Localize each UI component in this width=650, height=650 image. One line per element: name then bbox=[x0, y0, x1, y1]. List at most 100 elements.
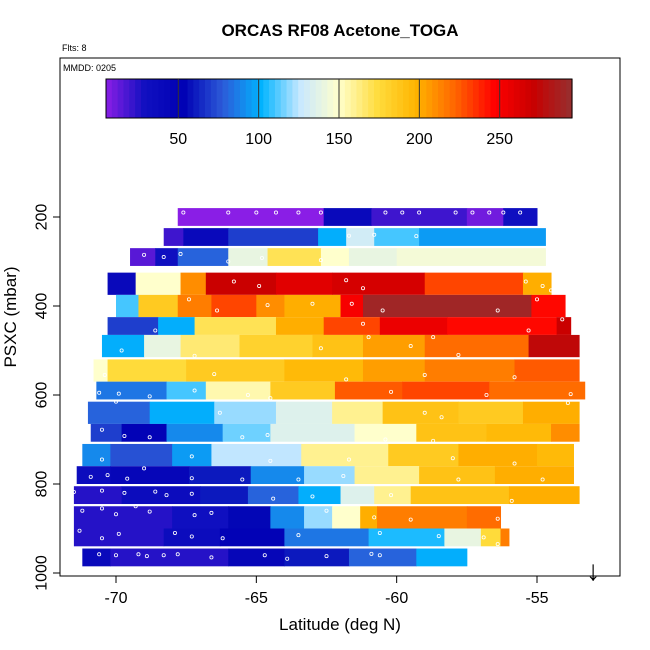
heatmap-cell bbox=[528, 334, 580, 358]
colorbar-swatch bbox=[525, 79, 532, 118]
heatmap-cell bbox=[180, 272, 207, 295]
heatmap-cell bbox=[340, 486, 375, 505]
chart-title: ORCAS RF08 Acetone_TOGA bbox=[221, 21, 458, 40]
sample-point bbox=[99, 457, 104, 462]
heatmap-cell bbox=[323, 317, 381, 335]
sample-point bbox=[116, 391, 121, 396]
sample-point bbox=[220, 536, 225, 541]
sample-point bbox=[346, 457, 351, 462]
colorbar-swatch bbox=[438, 79, 445, 118]
heatmap-cell bbox=[121, 486, 201, 505]
colorbar-swatch bbox=[484, 79, 492, 118]
y-axis: 200 400 600 800 1000 bbox=[34, 204, 60, 591]
sample-point bbox=[495, 516, 500, 521]
date-note: MMDD: 0205 bbox=[63, 63, 116, 73]
heatmap-cell bbox=[275, 317, 325, 335]
colorbar-swatch bbox=[274, 79, 282, 118]
sample-point bbox=[99, 536, 104, 541]
colorbar-swatch bbox=[414, 79, 422, 118]
y-axis-label: PSXC (mbar) bbox=[1, 266, 20, 367]
heatmap-cell bbox=[466, 208, 504, 226]
heatmap-cell bbox=[228, 248, 269, 266]
colorbar-swatch bbox=[135, 79, 142, 118]
heatmap-cell bbox=[186, 359, 285, 382]
heatmap-cell bbox=[228, 506, 271, 529]
sample-point bbox=[296, 477, 301, 482]
sample-point bbox=[265, 433, 270, 438]
sample-point bbox=[259, 255, 264, 260]
sample-point bbox=[209, 555, 214, 560]
sample-point bbox=[99, 427, 104, 432]
colorbar-swatch bbox=[385, 79, 393, 118]
sample-point bbox=[470, 210, 475, 215]
colorbar-swatch bbox=[239, 79, 247, 118]
heatmap-cell bbox=[318, 228, 347, 246]
heatmap-cell bbox=[183, 228, 229, 246]
sample-point bbox=[215, 308, 220, 313]
sample-point bbox=[481, 535, 486, 540]
colorbar-swatch bbox=[210, 79, 218, 118]
sample-point bbox=[523, 279, 528, 284]
colorbar-swatch bbox=[490, 79, 497, 118]
heatmap-cell bbox=[368, 528, 445, 547]
heatmap-cell bbox=[205, 381, 271, 400]
colorbar-swatch bbox=[397, 79, 404, 118]
colorbar-swatch bbox=[507, 79, 515, 118]
heatmap-cell bbox=[270, 506, 305, 529]
colorbar-swatch bbox=[193, 79, 200, 118]
colorbar-swatch bbox=[298, 79, 305, 118]
sample-point bbox=[518, 210, 523, 215]
sample-point bbox=[97, 552, 102, 557]
colorbar-swatch bbox=[472, 79, 480, 118]
sample-point bbox=[456, 352, 461, 357]
colorbar-swatch bbox=[321, 79, 328, 118]
colorbar-swatch bbox=[292, 79, 299, 118]
heatmap-cell bbox=[320, 248, 350, 266]
heatmap-cell bbox=[466, 506, 502, 529]
sample-point bbox=[512, 461, 517, 466]
x-axis-label: Latitude (deg N) bbox=[279, 615, 401, 634]
sample-point bbox=[349, 301, 354, 306]
x-tick-label: -70 bbox=[104, 590, 127, 607]
sample-point bbox=[296, 210, 301, 215]
sample-point bbox=[254, 210, 259, 215]
heatmap-cell bbox=[360, 506, 378, 529]
sample-point bbox=[186, 297, 191, 302]
colorbar-swatch bbox=[111, 79, 119, 118]
sample-point bbox=[189, 491, 194, 496]
heatmap-cell bbox=[410, 486, 510, 505]
sample-point bbox=[142, 252, 147, 257]
colorbar-swatch bbox=[379, 79, 387, 118]
heatmap-cell bbox=[275, 272, 333, 295]
heatmap-cell bbox=[416, 423, 487, 442]
colorbar-swatch bbox=[245, 79, 253, 118]
colorbar-swatch bbox=[350, 79, 358, 118]
x-axis: -70 -65 -60 -55 bbox=[104, 576, 549, 607]
sample-point bbox=[105, 473, 110, 478]
sample-point bbox=[102, 372, 107, 377]
sample-point bbox=[122, 490, 127, 495]
colorbar-swatch bbox=[333, 79, 340, 118]
sample-point bbox=[114, 399, 119, 404]
sample-point bbox=[231, 279, 236, 284]
sample-point bbox=[147, 509, 152, 514]
sample-point bbox=[240, 435, 245, 440]
y-tick-label: 400 bbox=[34, 293, 51, 320]
sample-point bbox=[164, 493, 169, 498]
colorbar-swatch bbox=[117, 79, 125, 118]
heatmap-cell bbox=[458, 401, 524, 424]
sample-point bbox=[495, 308, 500, 313]
heatmap-cell bbox=[90, 423, 123, 442]
sample-point bbox=[142, 466, 147, 471]
colorbar-swatch bbox=[403, 79, 410, 118]
sample-point bbox=[161, 553, 166, 558]
colorbar-swatch bbox=[373, 79, 381, 118]
heatmap-cell bbox=[188, 466, 252, 484]
sample-point bbox=[535, 297, 540, 302]
colorbar-swatch bbox=[187, 79, 194, 118]
heatmap-cell bbox=[551, 423, 580, 442]
sample-point bbox=[262, 553, 267, 558]
sample-point bbox=[450, 456, 455, 461]
sample-point bbox=[119, 348, 124, 353]
sample-point bbox=[439, 415, 444, 420]
